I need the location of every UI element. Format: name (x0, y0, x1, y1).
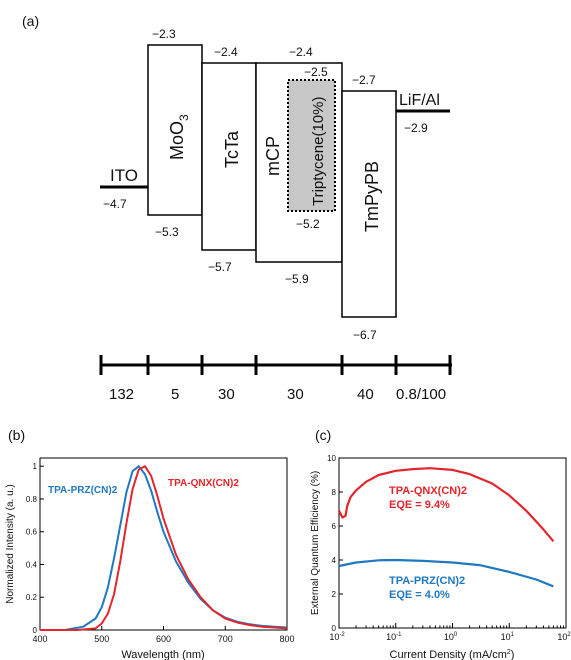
thickness-ito: 132 (109, 386, 134, 403)
c-ytick-label: 0 (332, 624, 337, 633)
c-series-group (338, 467, 555, 588)
ito-name: ITO (110, 166, 138, 185)
pl-spectra-chart: (b) 400 500 600 700 800 0 0.2 0.4 0.6 0.8 1 TPA-PR… (5, 427, 295, 660)
triptycene-box (287, 79, 336, 212)
b-xlabel: Wavelength (nm) (121, 649, 204, 660)
c-xtick-label: 102 (557, 632, 571, 642)
c-ytick-label: 6 (332, 522, 337, 531)
thickness-moo3: 5 (171, 386, 179, 403)
triptycene-name: Triptycene(10%) (310, 97, 327, 206)
ito-homo: −4.7 (103, 197, 127, 211)
moo3-homo: −5.3 (155, 225, 179, 239)
c-xtick-label: 10-1 (386, 632, 402, 642)
tmpypb-homo: −6.7 (353, 328, 377, 342)
tmpypb-lumo: −2.7 (352, 73, 376, 87)
eqe-chart: (c) 10-2 10-1 100 101 102 0 2 4 6 8 10 TPA-QNX(CN)… (310, 427, 571, 660)
moo3-name: MoO3 (167, 114, 191, 160)
plot-frame-b (39, 457, 288, 631)
b-xtick-label: 400 (32, 634, 47, 644)
b-ytick-label: 1 (33, 462, 38, 471)
b-series-group (40, 465, 288, 631)
c-xtick-label: 10-2 (329, 632, 345, 642)
c-xlabel: Current Density (mA/cm2) (390, 649, 515, 660)
b-xtick-label: 500 (94, 634, 109, 644)
lif-homo: −2.9 (404, 121, 428, 135)
plot-frame-c (338, 457, 567, 629)
thickness-lif: 0.8/100 (396, 386, 446, 403)
c-annotation-prz-name: TPA-PRZ(CN)2 (389, 575, 465, 587)
tcta-name: TcTa (222, 130, 242, 168)
panel-a-label: (a) (22, 13, 39, 29)
c-annotation-qnx-eqe: EQE = 9.4% (389, 499, 450, 511)
tmpypb-box (341, 90, 397, 318)
c-ylabel: External Quantum Efficiency (%) (310, 471, 321, 615)
b-ytick-label: 0 (33, 626, 38, 635)
c-ytick-label: 10 (327, 454, 336, 463)
moo3-lumo: −2.3 (152, 27, 176, 41)
b-xtick-label: 800 (279, 634, 294, 644)
c-ytick-label: 4 (332, 556, 337, 565)
c-axis-ticks: 10-2 10-1 100 101 102 0 2 4 6 8 10 (327, 454, 571, 642)
triptycene-lumo: −2.5 (304, 65, 328, 79)
c-xtick-label: 101 (501, 632, 515, 642)
tcta-homo: −5.7 (208, 260, 232, 274)
c-series-tpa-prz-cn-2 (338, 558, 554, 588)
b-ylabel: Normalized Intensity (a. u.) (5, 484, 16, 604)
b-legend-qnx: TPA-QNX(CN)2 (168, 478, 239, 489)
lif-name: LiF/Al (399, 92, 440, 109)
b-xtick-label: 600 (156, 634, 171, 644)
c-annotation-prz-eqe: EQE = 4.0% (389, 589, 450, 601)
b-legend-prz: TPA-PRZ(CN)2 (48, 485, 118, 496)
b-series-tpa-qnx-cn-2 (40, 465, 288, 631)
thickness-tcta: 30 (218, 386, 235, 403)
c-ytick-label: 8 (332, 488, 337, 497)
energy-diagram: (a) ITO −4.7 −2.3 −5.3 MoO3 −2.4 −5.7 Tc… (22, 13, 452, 403)
thickness-mcp: 30 (287, 386, 304, 403)
c-xtick-label: 100 (444, 632, 458, 642)
thickness-tmpypb: 40 (357, 386, 374, 403)
c-ytick-label: 2 (332, 590, 337, 599)
b-xtick-label: 700 (218, 634, 233, 644)
b-ytick-label: 0.8 (26, 495, 38, 504)
b-ytick-label: 0.2 (26, 593, 38, 602)
b-ytick-label: 0.4 (26, 560, 38, 569)
mcp-lumo: −2.4 (289, 45, 313, 59)
b-ytick-label: 0.6 (26, 528, 38, 537)
mcp-name: mCP (263, 136, 283, 176)
panel-c-label: (c) (315, 427, 331, 443)
tmpypb-name: TmPyPB (362, 161, 382, 232)
tcta-box (201, 62, 257, 251)
c-series-tpa-qnx-cn-2 (338, 467, 555, 543)
tcta-lumo: −2.4 (214, 45, 238, 59)
triptycene-homo: −5.2 (296, 217, 320, 231)
panel-b-label: (b) (8, 427, 25, 443)
c-annotation-qnx-name: TPA-QNX(CN)2 (389, 485, 467, 497)
mcp-homo: −5.9 (285, 272, 309, 286)
